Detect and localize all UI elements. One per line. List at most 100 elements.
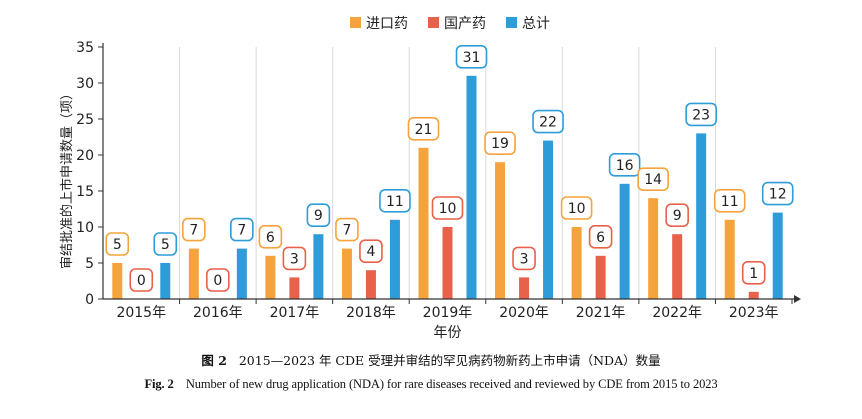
data-label-box — [306, 203, 331, 227]
y-tick-label: 30 — [76, 76, 94, 92]
data-label: 4 — [366, 244, 375, 260]
data-label-box — [741, 260, 766, 285]
data-label-box — [685, 102, 717, 127]
data-label-box — [206, 268, 230, 292]
bar-进口药 — [341, 248, 352, 299]
data-label-box — [431, 196, 464, 220]
figure-caption-english: Fig. 2 Number of new drug application (N… — [0, 377, 862, 392]
data-label: 22 — [539, 115, 557, 131]
data-label: 5 — [113, 237, 122, 253]
x-tick-label: 2020年 — [499, 305, 549, 321]
data-label-box — [637, 167, 669, 191]
data-label: 3 — [520, 251, 529, 267]
data-label-box — [608, 153, 641, 177]
bar-总计 — [160, 263, 171, 299]
y-tick-label: 0 — [85, 292, 94, 308]
data-label: 14 — [644, 172, 662, 188]
legend-label: 总计 — [522, 16, 550, 32]
data-label-box — [455, 44, 488, 69]
data-label: 3 — [290, 251, 299, 267]
data-label: 0 — [137, 273, 146, 289]
data-label: 16 — [616, 158, 634, 174]
data-label-box — [560, 196, 593, 220]
bar-国产药 — [519, 277, 530, 299]
x-axis: 2015年 2016年 2017年 2018年 2019年 2020年 2021年 2022年… — [103, 295, 801, 341]
data-label: 7 — [237, 223, 246, 239]
data-label-box — [407, 117, 440, 141]
bar-进口药 — [571, 227, 582, 299]
data-label-box — [665, 203, 689, 227]
bar-总计 — [696, 133, 707, 299]
bar-进口药 — [418, 147, 429, 299]
legend-swatch — [350, 17, 361, 28]
bar-国产药 — [289, 277, 300, 299]
bar-国产药 — [748, 291, 759, 299]
x-tick-label: 2018年 — [346, 305, 396, 321]
bar-总计 — [543, 140, 554, 299]
y-tick-label: 5 — [85, 256, 94, 272]
data-label: 10 — [439, 201, 457, 217]
bar-进口药 — [112, 263, 123, 299]
data-label-box — [335, 217, 359, 242]
bar-总计 — [313, 234, 324, 299]
bars — [112, 75, 783, 299]
data-label: 11 — [386, 194, 404, 210]
x-tick-label: 2022年 — [652, 305, 702, 321]
bar-国产药 — [365, 270, 376, 299]
data-label-box — [379, 189, 411, 213]
x-tick-label: 2015年 — [116, 305, 166, 321]
data-label-box — [359, 239, 383, 263]
gridlines — [179, 47, 716, 299]
caption-zh-text: 2015—2023 年 CDE 受理并审结的罕见病药物新药上市申请（NDA）数量 — [238, 353, 661, 368]
legend-label: 国产药 — [444, 16, 486, 32]
caption-en-label: Fig. 2 — [144, 377, 174, 391]
y-tick-label: 25 — [76, 112, 94, 128]
data-label: 6 — [596, 230, 605, 246]
data-label: 31 — [463, 50, 481, 66]
x-tick-label: 2019年 — [423, 305, 473, 321]
legend-label: 进口药 — [366, 16, 408, 32]
data-label-box — [258, 225, 283, 249]
y-axis-title: 审结批准的上市申请数量（项） — [59, 87, 75, 269]
bar-总计 — [236, 248, 247, 299]
bar-进口药 — [648, 198, 659, 299]
x-tick-label: 2023年 — [729, 305, 779, 321]
legend-swatch — [506, 17, 517, 28]
data-label-box — [532, 109, 564, 134]
data-label-box — [129, 268, 154, 292]
y-axis: 0 5 10 15 20 25 30 35 审结批准的上市申请数量（项） — [59, 40, 104, 308]
data-label-box — [713, 189, 746, 213]
data-label: 0 — [213, 273, 222, 289]
bar-进口药 — [265, 255, 276, 299]
bar-总计 — [772, 212, 783, 299]
data-label: 7 — [342, 223, 351, 239]
bar-进口药 — [724, 219, 735, 299]
bar-进口药 — [188, 248, 199, 299]
bar-国产药 — [442, 227, 453, 299]
data-label-box — [484, 131, 516, 155]
bar-总计 — [466, 75, 477, 299]
data-label-box — [282, 246, 307, 271]
x-tick-label: 2016年 — [193, 305, 243, 321]
bar-国产药 — [595, 255, 606, 299]
data-label-box — [588, 225, 613, 249]
data-label: 23 — [692, 107, 710, 123]
caption-en-text: Number of new drug application (NDA) for… — [185, 377, 718, 391]
data-label: 5 — [161, 237, 170, 253]
data-label: 19 — [491, 136, 509, 152]
data-label-box — [761, 181, 794, 206]
bar-总计 — [619, 183, 630, 299]
x-tick-label: 2017年 — [270, 305, 320, 321]
legend-swatch — [428, 17, 439, 28]
bar-总计 — [389, 219, 400, 299]
caption-zh-label: 图 2 — [201, 353, 227, 368]
data-label-box — [182, 217, 206, 242]
data-label: 11 — [721, 194, 739, 210]
legend: 进口药 国产药 总计 — [350, 16, 550, 32]
data-label: 21 — [415, 122, 433, 138]
data-label-box — [153, 232, 178, 256]
data-label: 1 — [749, 266, 758, 282]
y-tick-label: 10 — [76, 220, 94, 236]
